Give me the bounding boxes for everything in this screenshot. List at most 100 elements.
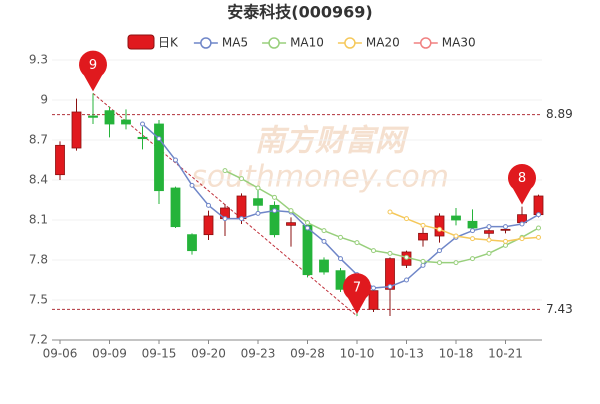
ma-point: [272, 194, 277, 200]
y-tick-label: 7.2: [29, 333, 48, 347]
ma-point: [321, 228, 327, 234]
y-tick-label: 8.4: [29, 173, 48, 187]
y-tick-label: 7.5: [29, 293, 48, 307]
ma-point: [189, 182, 195, 188]
x-tick-label: 10-18: [439, 347, 474, 361]
x-tick-label: 10-10: [340, 347, 375, 361]
candle-body: [269, 204, 280, 236]
ma-point: [305, 225, 310, 231]
ma-point: [272, 208, 277, 214]
ma-point: [404, 277, 409, 283]
ma-point: [486, 224, 492, 230]
ma-point: [222, 216, 228, 222]
legend-label: MA30: [442, 36, 476, 50]
pin-label: 8: [518, 171, 526, 186]
candle-body: [451, 215, 461, 221]
ma-point: [305, 220, 310, 226]
ma-point: [536, 234, 541, 240]
reference-label: 8.89: [546, 107, 573, 121]
ma-point: [420, 262, 426, 268]
ma-point: [255, 210, 261, 216]
legend-dot: [200, 37, 212, 49]
legend-dot: [344, 37, 356, 49]
candle-body: [71, 111, 82, 149]
ma-line: [389, 211, 539, 243]
watermark: 南方财富网: [255, 124, 409, 159]
candle-body: [302, 224, 313, 276]
ma-point: [387, 284, 393, 290]
ma-point: [371, 248, 376, 254]
ma-point: [503, 224, 508, 230]
ma-point: [437, 260, 442, 266]
chart-title: 安泰科技(000969): [227, 3, 372, 22]
y-tick-label: 8.1: [29, 213, 48, 227]
candle-body: [187, 234, 197, 252]
ma-point: [156, 136, 162, 142]
candle-body: [286, 222, 296, 226]
x-tick-label: 09-20: [191, 347, 226, 361]
ma-point: [453, 260, 459, 266]
ma-point: [140, 121, 145, 127]
candle-body: [467, 220, 478, 229]
legend-dot: [420, 37, 432, 49]
pin-marker: [342, 273, 371, 314]
ma-point: [255, 185, 261, 191]
pin-marker: [79, 50, 108, 92]
ma-point: [503, 242, 508, 248]
y-tick-label: 8.7: [29, 133, 48, 147]
candle-body: [319, 259, 329, 273]
ma-point: [519, 236, 525, 242]
ma-point: [321, 238, 327, 244]
x-tick-label: 09-23: [241, 347, 276, 361]
y-tick-label: 9.3: [29, 53, 48, 67]
ma-point: [239, 216, 244, 222]
legend-label: MA5: [222, 36, 248, 50]
ma-point: [536, 225, 541, 231]
ma-point: [437, 248, 442, 254]
ma-point: [420, 222, 426, 228]
ma-point: [437, 226, 442, 232]
ma-point: [404, 216, 409, 222]
ma-point: [404, 254, 409, 260]
candle-body: [88, 115, 98, 118]
ma-point: [338, 256, 343, 262]
candle-body: [55, 144, 65, 176]
y-tick-label: 9: [40, 93, 48, 107]
candle-body: [500, 228, 511, 231]
candle-body: [368, 290, 379, 310]
legend-label: MA20: [366, 36, 400, 50]
x-tick-label: 10-13: [389, 347, 424, 361]
ma-point: [206, 202, 211, 208]
candle-body: [203, 215, 214, 236]
ma-point: [420, 258, 426, 264]
legend-label: 日K: [158, 36, 179, 50]
candle-body: [418, 232, 428, 241]
ma-point: [470, 256, 475, 262]
candle-body: [484, 230, 494, 234]
ma-point: [486, 237, 492, 243]
ma-point: [239, 176, 244, 182]
candle-body: [137, 136, 148, 140]
pin-marker: [508, 163, 536, 205]
candle-body: [385, 258, 395, 290]
ma-point: [503, 238, 508, 244]
pin-label: 7: [353, 281, 361, 296]
candle-body: [121, 119, 131, 125]
ma-point: [222, 168, 228, 174]
ma-point: [387, 250, 393, 256]
y-tick-label: 7.8: [29, 253, 48, 267]
pin-label: 9: [89, 58, 97, 73]
legend-swatch: [127, 34, 155, 50]
ma-point: [453, 233, 459, 239]
legend-label: MA10: [290, 36, 324, 50]
ma-point: [338, 234, 343, 240]
ma-point: [288, 208, 294, 214]
candle-body: [335, 270, 346, 290]
watermark: southmoney.com: [191, 160, 449, 195]
ma-point: [354, 240, 360, 246]
ma-point: [486, 250, 492, 256]
x-tick-label: 09-28: [290, 347, 325, 361]
candle-body: [154, 123, 164, 192]
ma-point: [519, 221, 525, 227]
